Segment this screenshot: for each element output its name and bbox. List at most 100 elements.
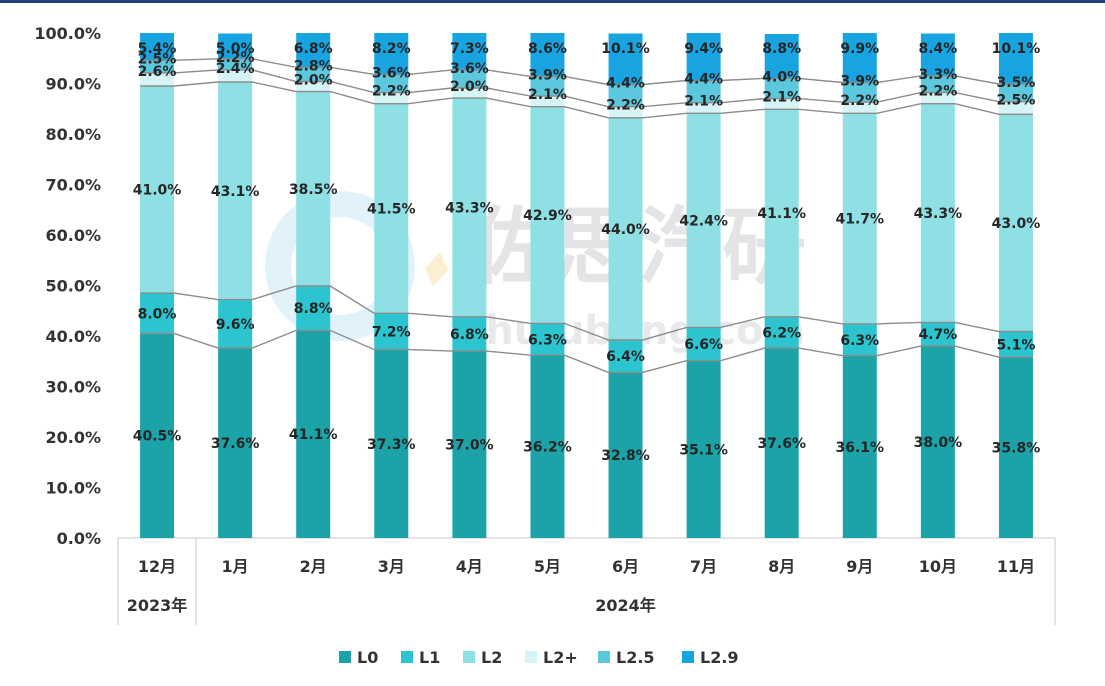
x-category-label: 4月 [456,557,483,576]
data-label: 2.1% [528,87,567,103]
bar-segment-l2- [764,98,799,110]
bar-segment-l0 [452,351,487,538]
x-category-label: 3月 [378,557,405,576]
legend-label: L1 [419,648,440,667]
bar-segment-l2 [530,106,565,324]
bar-segment-l1 [764,316,799,349]
data-label: 8.2% [372,41,411,57]
data-label: 8.6% [528,41,567,57]
x-category-label: 1月 [222,557,249,576]
data-label: 32.8% [601,448,650,464]
data-labels: 40.5%8.0%41.0%2.6%2.5%5.4%37.6%9.6%43.1%… [133,41,1040,464]
bar-segment-l2- [296,81,331,92]
bar-segment-l1 [842,323,877,356]
bar-segment-l2- [140,72,175,87]
data-label: 2.5% [997,93,1036,109]
bar-segment-l2 [686,113,721,328]
bar-segment-l1 [920,322,955,347]
data-label: 5.0% [216,41,255,57]
data-label: 6.3% [528,332,567,348]
y-tick-label: 100.0% [34,24,101,43]
y-tick-label: 0.0% [57,529,101,548]
bar-segment-l0 [608,372,643,538]
series-connector-line [140,285,1033,341]
data-label: 43.3% [445,200,494,216]
data-label: 3.9% [528,67,567,83]
data-label: 2.4% [216,61,255,77]
bar-segment-l2 [218,81,253,300]
legend-label: L2.9 [700,648,739,667]
legend: L0 L1 L2 L2+ L2.5 L2.9 [339,648,739,667]
legend-swatch [682,651,694,663]
bar-segment-l0 [296,330,331,538]
bar-segment-l2-5 [998,84,1033,102]
y-tick-label: 70.0% [45,176,101,195]
x-category-label: 2月 [300,557,327,576]
y-tick-label: 80.0% [45,125,101,144]
bar-segment-l0 [842,355,877,538]
bar-segment-l2- [920,92,955,104]
bar-segment-l2 [608,117,643,341]
legend-swatch [463,651,475,663]
bar-segment-l0 [374,349,409,538]
data-label: 2.2% [840,93,879,109]
bar-segment-l2- [998,101,1033,115]
data-label: 3.9% [840,73,879,89]
data-label: 2.8% [294,58,333,74]
data-label: 4.7% [918,327,957,343]
data-label: 6.4% [606,349,645,365]
data-label: 41.1% [757,206,806,222]
data-label: 43.1% [211,184,260,200]
bar-segment-l2-9 [842,33,877,83]
series-connector-line [140,69,1033,108]
legend-swatch [598,651,610,663]
data-label: 7.3% [450,41,489,57]
data-label: 36.1% [836,440,885,456]
bar-segment-l2- [686,102,721,114]
bar-segment-l1 [140,293,175,334]
y-tick-label: 90.0% [45,75,101,94]
data-label: 2.5% [138,51,177,67]
data-label: 44.0% [601,222,650,238]
bar-segment-l2 [842,113,877,324]
bar-segment-l0 [764,348,799,538]
series-connector-line [140,81,1033,119]
series-connector-line [140,58,1033,86]
bar-segment-l2 [920,103,955,323]
data-label: 9.6% [216,317,255,333]
data-label: 9.4% [684,41,723,57]
data-label: 5.4% [138,41,177,57]
data-label: 35.8% [992,441,1041,457]
data-label: 41.7% [836,212,885,228]
series-connector-line [140,329,1033,374]
data-label: 37.0% [445,438,494,454]
data-label: 10.1% [601,41,650,57]
data-label: 41.1% [289,427,338,443]
bar-segment-l2-5 [842,82,877,103]
bar-segment-l2-5 [452,69,487,89]
bar-segment-l0 [686,360,721,538]
legend-swatch [339,651,351,663]
data-label: 2.2% [606,98,645,114]
legend-label: L2 [481,648,502,667]
data-label: 42.9% [523,208,572,224]
data-label: 3.6% [450,61,489,77]
bar-segment-l2-9 [530,33,565,77]
bar-segment-l1 [296,286,331,331]
bar-segment-l2 [296,91,331,287]
bar-segment-l2 [140,86,175,294]
bar-segment-l2- [530,96,565,107]
data-label: 41.5% [367,201,416,217]
bar-segment-l2-5 [530,76,565,97]
year-group-label: 2023年 [127,596,188,615]
data-label: 42.4% [679,213,728,229]
data-label: 2.6% [138,64,177,80]
bar-segment-l0 [998,357,1033,538]
data-label: 2.0% [450,79,489,95]
bar-segment-l0 [920,346,955,538]
watermark-logo-diamond [425,252,448,286]
bar-segment-l2-5 [608,84,643,107]
bar-segment-l2 [452,98,487,317]
